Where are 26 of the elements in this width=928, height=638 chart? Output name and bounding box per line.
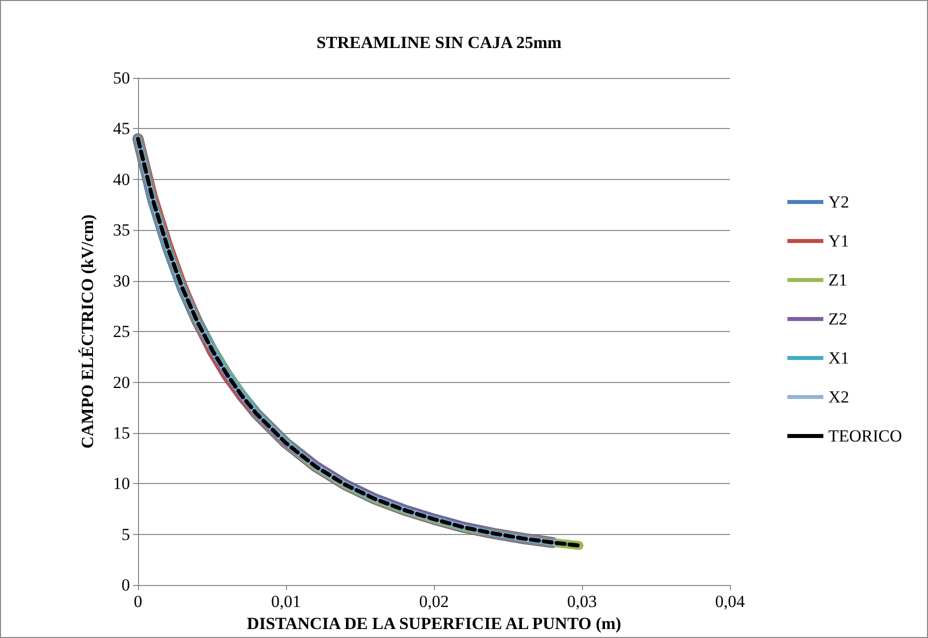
x-tick-label: 0,03: [567, 592, 597, 612]
y-tick-label: 15: [113, 423, 130, 442]
x-tick-label: 0,04: [715, 592, 746, 612]
y-tick-label: 45: [113, 119, 130, 138]
y-tick-label: 50: [113, 68, 130, 88]
x-tick-label: 0,01: [271, 592, 301, 612]
y-tick-label: 0: [122, 576, 130, 595]
x-tick-label: 0,02: [419, 592, 449, 612]
x-tick-label: 0: [134, 592, 142, 612]
legend-label: X2: [828, 388, 850, 406]
y-axis-title: CAMPO ELÉCTRICO (kV/cm): [78, 214, 97, 449]
y-tick-label: 10: [113, 474, 130, 494]
legend-label: Y2: [828, 192, 850, 212]
y-tick-label: 35: [113, 220, 130, 240]
legend-label: Z2: [828, 310, 848, 328]
legend-label: Z1: [828, 270, 848, 290]
y-tick-label: 40: [113, 170, 130, 189]
legend-label: TEORICO: [828, 426, 902, 446]
y-tick-label: 20: [113, 372, 130, 392]
legend-label: X1: [828, 348, 850, 368]
legend-label: Y1: [828, 232, 850, 250]
x-axis-title: DISTANCIA DE LA SUPERFICIE AL PUNTO (m): [246, 614, 622, 633]
y-tick-label: 5: [122, 524, 130, 544]
y-tick-label: 25: [113, 322, 130, 342]
chart-title: STREAMLINE SIN CAJA 25mm: [316, 33, 562, 52]
y-tick-label: 30: [113, 271, 130, 290]
